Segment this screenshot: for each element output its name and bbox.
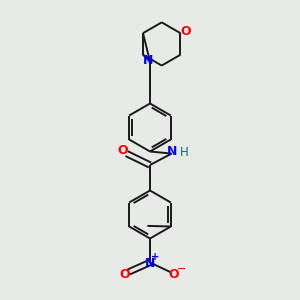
Text: N: N <box>167 145 177 158</box>
Text: −: − <box>177 264 187 274</box>
Text: O: O <box>118 143 128 157</box>
Text: H: H <box>180 146 189 159</box>
Text: O: O <box>169 268 179 281</box>
Text: N: N <box>143 53 154 67</box>
Text: O: O <box>119 268 130 281</box>
Text: +: + <box>151 252 160 262</box>
Text: O: O <box>181 26 191 38</box>
Text: N: N <box>145 257 155 270</box>
